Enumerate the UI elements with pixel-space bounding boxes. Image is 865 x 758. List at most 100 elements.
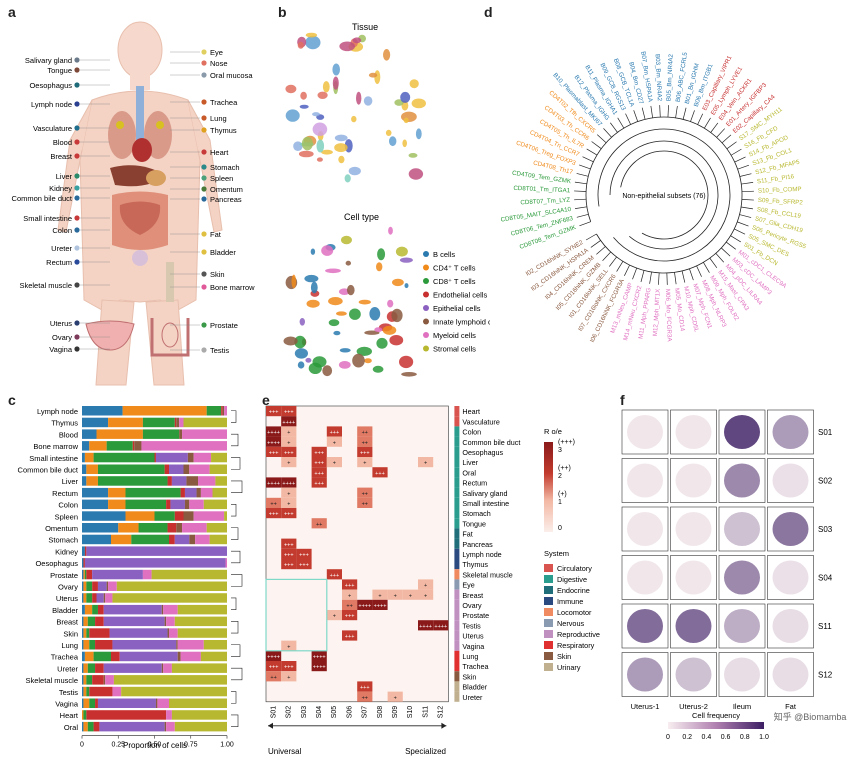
e-cell [266,426,282,437]
organ-dot [201,271,207,277]
c-category-label: Skin [63,629,78,638]
c-bar-segment [106,441,133,451]
organ-label-right: Heart [210,148,229,157]
c-bar-segment [209,464,227,474]
dendrogram-branch [591,141,602,149]
e-cell [281,497,297,508]
c-bar-segment [103,675,106,685]
c-bar-segment [89,441,107,451]
umap-cluster [328,319,340,327]
c-bar-segment [112,640,177,650]
e-cell-mark: +++ [314,471,324,477]
e-cell-mark: +++ [360,685,370,691]
e-cell-mark: +++ [284,563,294,569]
e-row-label: Uterus [462,632,484,641]
e-cell [357,426,373,437]
c-bar-segment [169,698,227,708]
c-bar-segment [183,464,190,474]
c-bar-segment [167,628,169,638]
c-bar-segment [105,593,113,603]
c-bar-segment [82,628,84,638]
legend-swatch [423,251,429,257]
umap-cluster [294,348,308,359]
c-bar-segment [82,604,85,615]
organ-dot [74,245,80,251]
c-bar-segment [142,429,180,439]
c-bar-segment [99,721,165,732]
panel-b-umap: Tissue Cell type B cells CD4⁺ T cells CD8⁺… [283,22,490,377]
e-cell [372,599,388,610]
e-cell-mark: ++ [270,502,276,508]
e-system-label: Circulatory [557,564,592,573]
umap-cluster [409,79,419,89]
e-system-bar [454,630,460,641]
e-system-bar [454,436,460,447]
c-bar-segment [103,663,162,673]
c-bar-segment [125,511,155,521]
dendrogram-branch [741,182,754,185]
panel-c-barchart: Lymph node Thymus Blood Bone marrow Small in… [18,406,243,750]
e-cell-mark: + [348,593,351,599]
c-bar-segment [96,429,143,439]
e-cell [311,661,327,672]
e-cell-mark: +++ [284,512,294,518]
f-tissue-section [627,463,663,498]
dendrogram-branch [658,272,660,285]
c-bar-segment [82,675,84,685]
e-system-label: Reproductive [557,630,600,639]
umap-cluster [411,98,426,109]
e-system-swatch [544,586,553,594]
c-bar-segment [86,476,98,486]
umap-cluster [358,299,371,305]
c-bar-segment [224,511,227,521]
f-tissue-section [772,609,809,643]
e-cell-mark: +++ [284,553,294,559]
e-system-bar [454,477,460,488]
e-row-label: Skin [462,672,476,681]
dendrogram-arc [597,128,731,262]
e-cell-mark: + [333,461,336,467]
c-bar-segment [154,511,175,521]
c-bar-segment [82,417,109,428]
c-bar-segment [121,686,227,697]
e-cell [311,518,327,529]
e-col-label: S02 [286,706,293,719]
e-cell [433,620,449,631]
c-bar-segment [82,686,84,697]
e-cell [311,467,327,478]
e-system-swatch [544,641,553,649]
e-cell [281,548,297,559]
umap-cluster [344,174,351,183]
dendrogram-branch [704,117,711,129]
e-cell-mark: + [378,593,381,599]
c-bar-segment [103,616,165,627]
e-cell-mark: ++++ [374,604,387,610]
c-category-label: Bladder [52,606,78,615]
e-cell-mark: ++ [362,440,368,446]
dendrogram-branch [689,268,694,281]
c-bar-segment [183,417,227,428]
organ-label-left: Skeletal muscle [19,281,72,290]
f-tissue-section [772,463,809,498]
c-tick-label: 1.00 [220,742,234,749]
umap-cluster [299,104,309,109]
c-bar-segment [182,523,207,533]
umap-cluster [394,99,404,106]
c-category-label: Oesophagus [35,559,78,568]
c-tick-label: 0 [80,742,84,749]
c-dendrogram [231,574,243,587]
organ-label-right: Nose [210,59,228,68]
c-bar-segment [92,593,97,603]
dendrogram-branch [739,173,752,177]
c-bar-segment [83,581,87,591]
e-cell-mark: ++++ [419,624,432,630]
organ-label-right: Trachea [210,98,238,107]
dendrogram-branch [697,113,704,125]
e-system-swatch [544,597,553,605]
dendrogram-branch [741,190,754,193]
e-system-label: Endocrine [557,586,590,595]
e-cell-mark: ++++ [282,420,295,426]
c-bar-segment [112,686,122,697]
dendrogram-branch [574,181,587,185]
e-colorbar-tick: 1 [558,499,562,506]
